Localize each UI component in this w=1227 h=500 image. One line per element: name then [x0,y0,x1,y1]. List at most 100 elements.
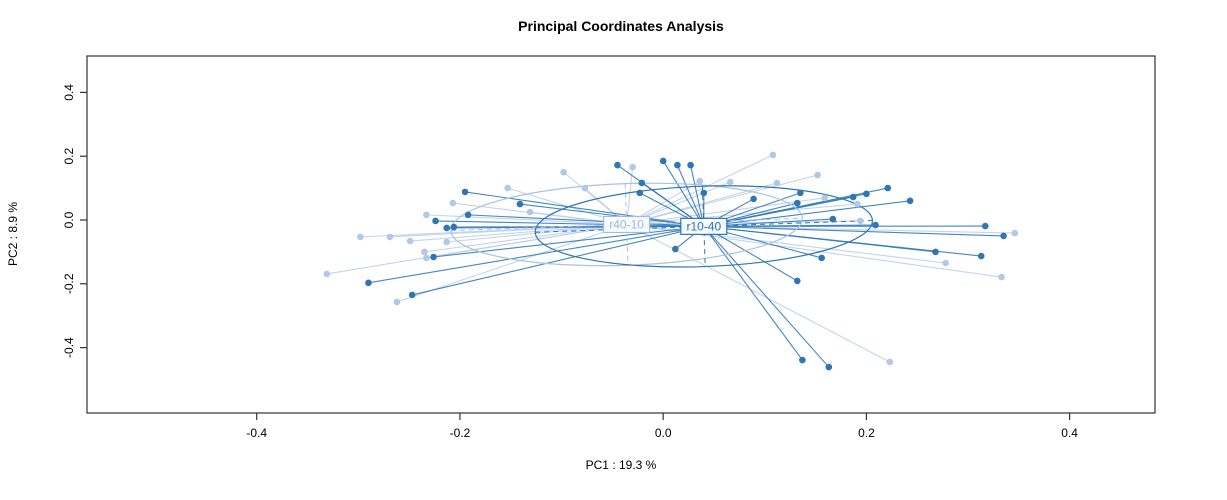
data-point-r10-40 [674,161,681,169]
data-point-r10-40 [638,179,646,187]
data-point-r40-10 [769,151,777,159]
data-point-r40-10 [942,259,949,267]
y-tick-label: 0.4 [62,84,76,101]
data-point-r40-10 [726,178,734,186]
x-tick-label: 0.0 [655,426,672,440]
data-point-r10-40 [461,188,469,196]
y-tick-label: 0.2 [62,148,76,165]
data-point-r10-40 [408,291,416,299]
data-point-r40-10 [443,238,451,246]
data-point-r40-10 [423,211,430,219]
data-point-r10-40 [884,184,892,192]
chart-title: Principal Coordinates Analysis [518,18,724,34]
data-point-r40-10 [560,168,567,176]
data-point-r40-10 [406,237,414,245]
spider-line-r40-10 [626,154,774,225]
data-point-r10-40 [863,190,870,198]
plot-frame [86,55,1156,414]
data-point-r40-10 [393,298,401,306]
spider-line-r40-10 [626,223,891,363]
data-point-r10-40 [432,217,439,225]
data-point-r10-40 [849,193,857,201]
data-point-r40-10 [853,200,861,208]
y-tick-label: -0.2 [62,273,76,294]
group-label-r40-10: r40-10 [609,217,644,231]
spider-line-r10-40 [703,225,798,282]
group-label-box-r10-40 [680,217,728,235]
data-point-r10-40 [981,222,989,230]
data-point-r40-10 [423,254,430,262]
spider-line-r10-40 [703,225,830,368]
data-point-r10-40 [799,356,806,364]
spider-line-r10-40 [690,164,705,227]
y-tick-label: 0.0 [62,211,76,228]
data-point-r40-10 [449,199,457,207]
data-point-r40-10 [629,163,636,171]
spider-line-r10-40 [435,220,704,227]
data-point-r40-10 [773,179,781,187]
x-tick-label: 0.4 [1061,426,1078,440]
x-tick-label: -0.4 [246,426,267,440]
data-point-r10-40 [1000,232,1007,240]
spider-line-r10-40 [662,160,705,227]
data-point-r40-10 [323,270,331,278]
spider-line-r40-10 [626,174,818,225]
data-point-r40-10 [504,184,511,192]
spider-line-r40-10 [424,223,627,253]
data-point-r40-10 [357,233,364,241]
data-point-r10-40 [464,211,472,219]
data-point-r40-10 [998,273,1005,281]
spider-line-r10-40 [368,225,704,284]
data-point-r10-40 [872,221,879,229]
spider-line-r10-40 [464,191,704,227]
spider-line-r10-40 [676,164,705,227]
data-point-r10-40 [450,223,458,231]
data-point-r10-40 [687,161,694,169]
data-point-r40-10 [1011,229,1019,237]
spider-line-r10-40 [703,226,803,361]
data-point-r10-40 [672,245,679,253]
data-point-r40-10 [526,208,534,216]
data-point-r40-10 [821,194,829,202]
data-point-r40-10 [581,184,589,192]
group-label-box-r40-10 [602,215,651,234]
y-tick-label: -0.4 [62,337,76,358]
data-point-r10-40 [906,197,914,205]
spider-line-r10-40 [703,200,911,227]
data-point-r40-10 [696,177,704,185]
spider-line-r40-10 [326,223,627,275]
spider-line-r10-40 [703,225,1004,237]
data-point-r10-40 [797,189,804,197]
data-point-r10-40 [750,195,757,203]
data-point-r10-40 [700,189,708,197]
x-tick-label: 0.2 [858,426,875,440]
data-point-r10-40 [829,215,837,223]
x-axis-label: PC1 : 19.3 % [585,458,657,472]
data-point-r10-40 [516,200,524,208]
data-point-r10-40 [636,189,644,197]
ellipse-axis-h-r10-40 [535,219,873,233]
spider-line-r10-40 [433,225,704,258]
data-point-r40-10 [421,248,428,256]
data-point-r40-10 [814,171,821,179]
spider-line-r10-40 [519,203,704,227]
spider-line-r10-40 [412,225,704,296]
data-point-r10-40 [794,277,801,285]
data-point-r10-40 [794,199,801,207]
data-point-r40-10 [386,233,394,241]
data-point-r40-10 [886,358,894,366]
data-point-r10-40 [932,248,939,256]
data-point-r10-40 [659,157,667,165]
data-point-r10-40 [365,279,372,287]
data-point-r10-40 [443,224,451,232]
data-point-r10-40 [818,254,825,262]
data-point-r40-10 [857,217,864,225]
x-tick-label: -0.2 [450,426,471,440]
data-point-r10-40 [614,161,621,169]
spider-line-r40-10 [626,220,861,226]
data-point-r10-40 [977,252,985,260]
data-point-r10-40 [430,253,437,261]
group-label-r10-40: r10-40 [686,219,721,233]
